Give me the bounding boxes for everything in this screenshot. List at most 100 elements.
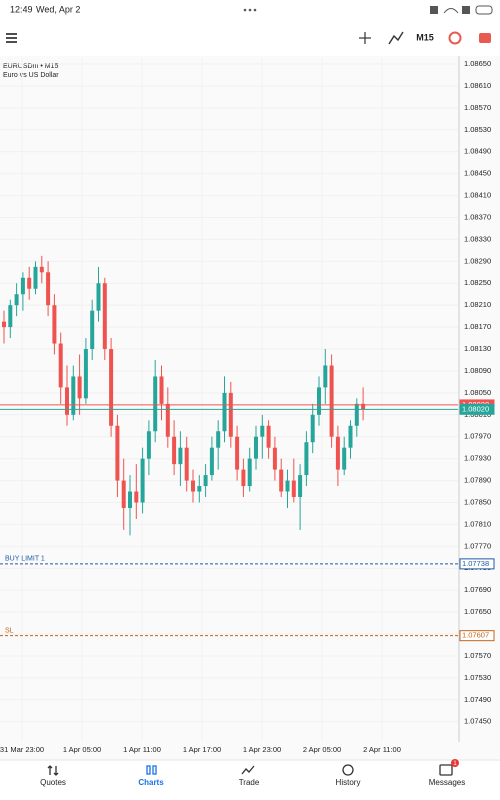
x-tick-label: 1 Apr 23:00 xyxy=(243,745,281,754)
chart-layer: 1.08650 1.08610 1.08570 1.08530 1.08490 1.084… xyxy=(0,58,495,754)
x-tick-label: 31 Mar 23:00 xyxy=(0,745,44,754)
nav-item[interactable]: Quotes xyxy=(40,778,66,787)
price-tag-label: 1.07607 xyxy=(462,631,489,640)
candle-body xyxy=(317,387,321,415)
candle-body xyxy=(8,305,13,328)
candle-body xyxy=(310,414,315,443)
badge xyxy=(451,759,459,767)
y-tick-label: 1.08410 xyxy=(464,191,491,200)
crosshair-icon[interactable] xyxy=(359,32,371,44)
candle-body xyxy=(39,266,44,273)
price-tag-label: 1.07738 xyxy=(462,559,489,568)
candle-body xyxy=(209,447,214,476)
candle-body xyxy=(260,425,265,437)
nav-item[interactable]: Trade xyxy=(239,778,260,787)
candle-body xyxy=(247,458,252,487)
timeframe-button[interactable]: M15 xyxy=(416,32,434,42)
y-tick-label: 1.07970 xyxy=(464,432,491,441)
candle-body xyxy=(165,403,170,437)
candle-body xyxy=(46,272,51,306)
nav-icons xyxy=(47,764,453,776)
candle-body xyxy=(361,403,366,410)
candle-body xyxy=(115,425,120,481)
x-tick-label: 1 Apr 17:00 xyxy=(183,745,221,754)
badge-count: 1 xyxy=(453,761,457,767)
y-tick-label: 1.08130 xyxy=(464,344,491,353)
symbol-description: Euro vs US Dollar xyxy=(3,72,59,79)
y-tick-label: 1.08210 xyxy=(464,300,491,309)
y-tick-label: 1.08290 xyxy=(464,256,491,265)
nav-item[interactable]: Messages xyxy=(429,778,465,787)
y-tick-label: 1.08170 xyxy=(464,322,491,331)
indicators-icon[interactable] xyxy=(388,31,404,45)
candle-body xyxy=(52,305,57,344)
candle-body xyxy=(184,447,189,481)
candle-body xyxy=(298,475,303,498)
price-line-label: BUY LIMIT 1 xyxy=(5,556,45,563)
candle-body xyxy=(291,480,296,498)
candle-body xyxy=(197,486,202,492)
candle-body xyxy=(241,469,246,487)
candle-body xyxy=(304,442,309,476)
candle-body xyxy=(348,425,353,448)
candle-body xyxy=(335,436,340,470)
candle-body xyxy=(178,447,183,465)
candle-body xyxy=(2,321,6,328)
candle-body xyxy=(279,469,284,492)
candle-body xyxy=(153,376,158,432)
y-tick-label: 1.07810 xyxy=(464,519,491,528)
candle-body xyxy=(58,343,63,388)
candle-body xyxy=(172,436,177,465)
price-line-label: SL xyxy=(5,628,14,635)
y-tick-label: 1.08650 xyxy=(464,59,491,68)
price-tag xyxy=(459,630,495,642)
y-tick-label: 1.08330 xyxy=(464,234,491,243)
candle-body xyxy=(140,458,145,503)
y-tick-label: 1.08050 xyxy=(464,388,491,397)
candle-body xyxy=(216,431,221,448)
status-icons xyxy=(430,5,493,15)
candle-body xyxy=(96,283,101,311)
candle-body xyxy=(65,387,69,415)
trade-icon[interactable] xyxy=(479,33,491,43)
nav-item[interactable]: History xyxy=(336,778,361,787)
candle-body xyxy=(285,480,290,492)
y-tick-label: 1.08610 xyxy=(464,81,491,90)
candle-body xyxy=(272,447,277,470)
candle-body xyxy=(90,310,95,350)
bottom-nav xyxy=(0,760,500,800)
candle-body xyxy=(83,349,88,399)
candle-body xyxy=(121,480,126,508)
candle-body xyxy=(102,283,107,350)
candle-body xyxy=(354,403,359,426)
status-time: 12:49 xyxy=(10,4,33,14)
y-tick-label: 1.07890 xyxy=(464,476,491,485)
candle-body xyxy=(266,425,271,448)
candle-body xyxy=(20,277,25,295)
candle-body xyxy=(342,447,347,470)
menu-icon[interactable] xyxy=(6,33,17,43)
candle-body xyxy=(33,266,38,289)
x-tick-label: 2 Apr 05:00 xyxy=(303,745,341,754)
candle-body xyxy=(191,480,195,492)
y-tick-label: 1.07690 xyxy=(464,585,491,594)
y-tick-label: 1.08090 xyxy=(464,366,491,375)
x-tick-label: 1 Apr 11:00 xyxy=(123,745,161,754)
candle-body xyxy=(159,376,164,404)
y-tick-label: 1.07930 xyxy=(464,454,491,463)
candle-body xyxy=(228,392,233,437)
candle-body xyxy=(134,491,139,503)
candle-body xyxy=(329,365,334,437)
y-tick-label: 1.08570 xyxy=(464,103,491,112)
y-tick-label: 1.08530 xyxy=(464,125,491,134)
nav-item[interactable]: Charts xyxy=(138,778,164,787)
status-dots xyxy=(243,8,257,12)
price-tag xyxy=(459,403,495,415)
status-date: Wed, Apr 2 xyxy=(36,4,80,14)
candle-body xyxy=(146,431,151,459)
objects-icon[interactable] xyxy=(448,31,462,45)
y-tick-label: 1.07770 xyxy=(464,541,491,550)
y-tick-label: 1.08370 xyxy=(464,212,491,221)
